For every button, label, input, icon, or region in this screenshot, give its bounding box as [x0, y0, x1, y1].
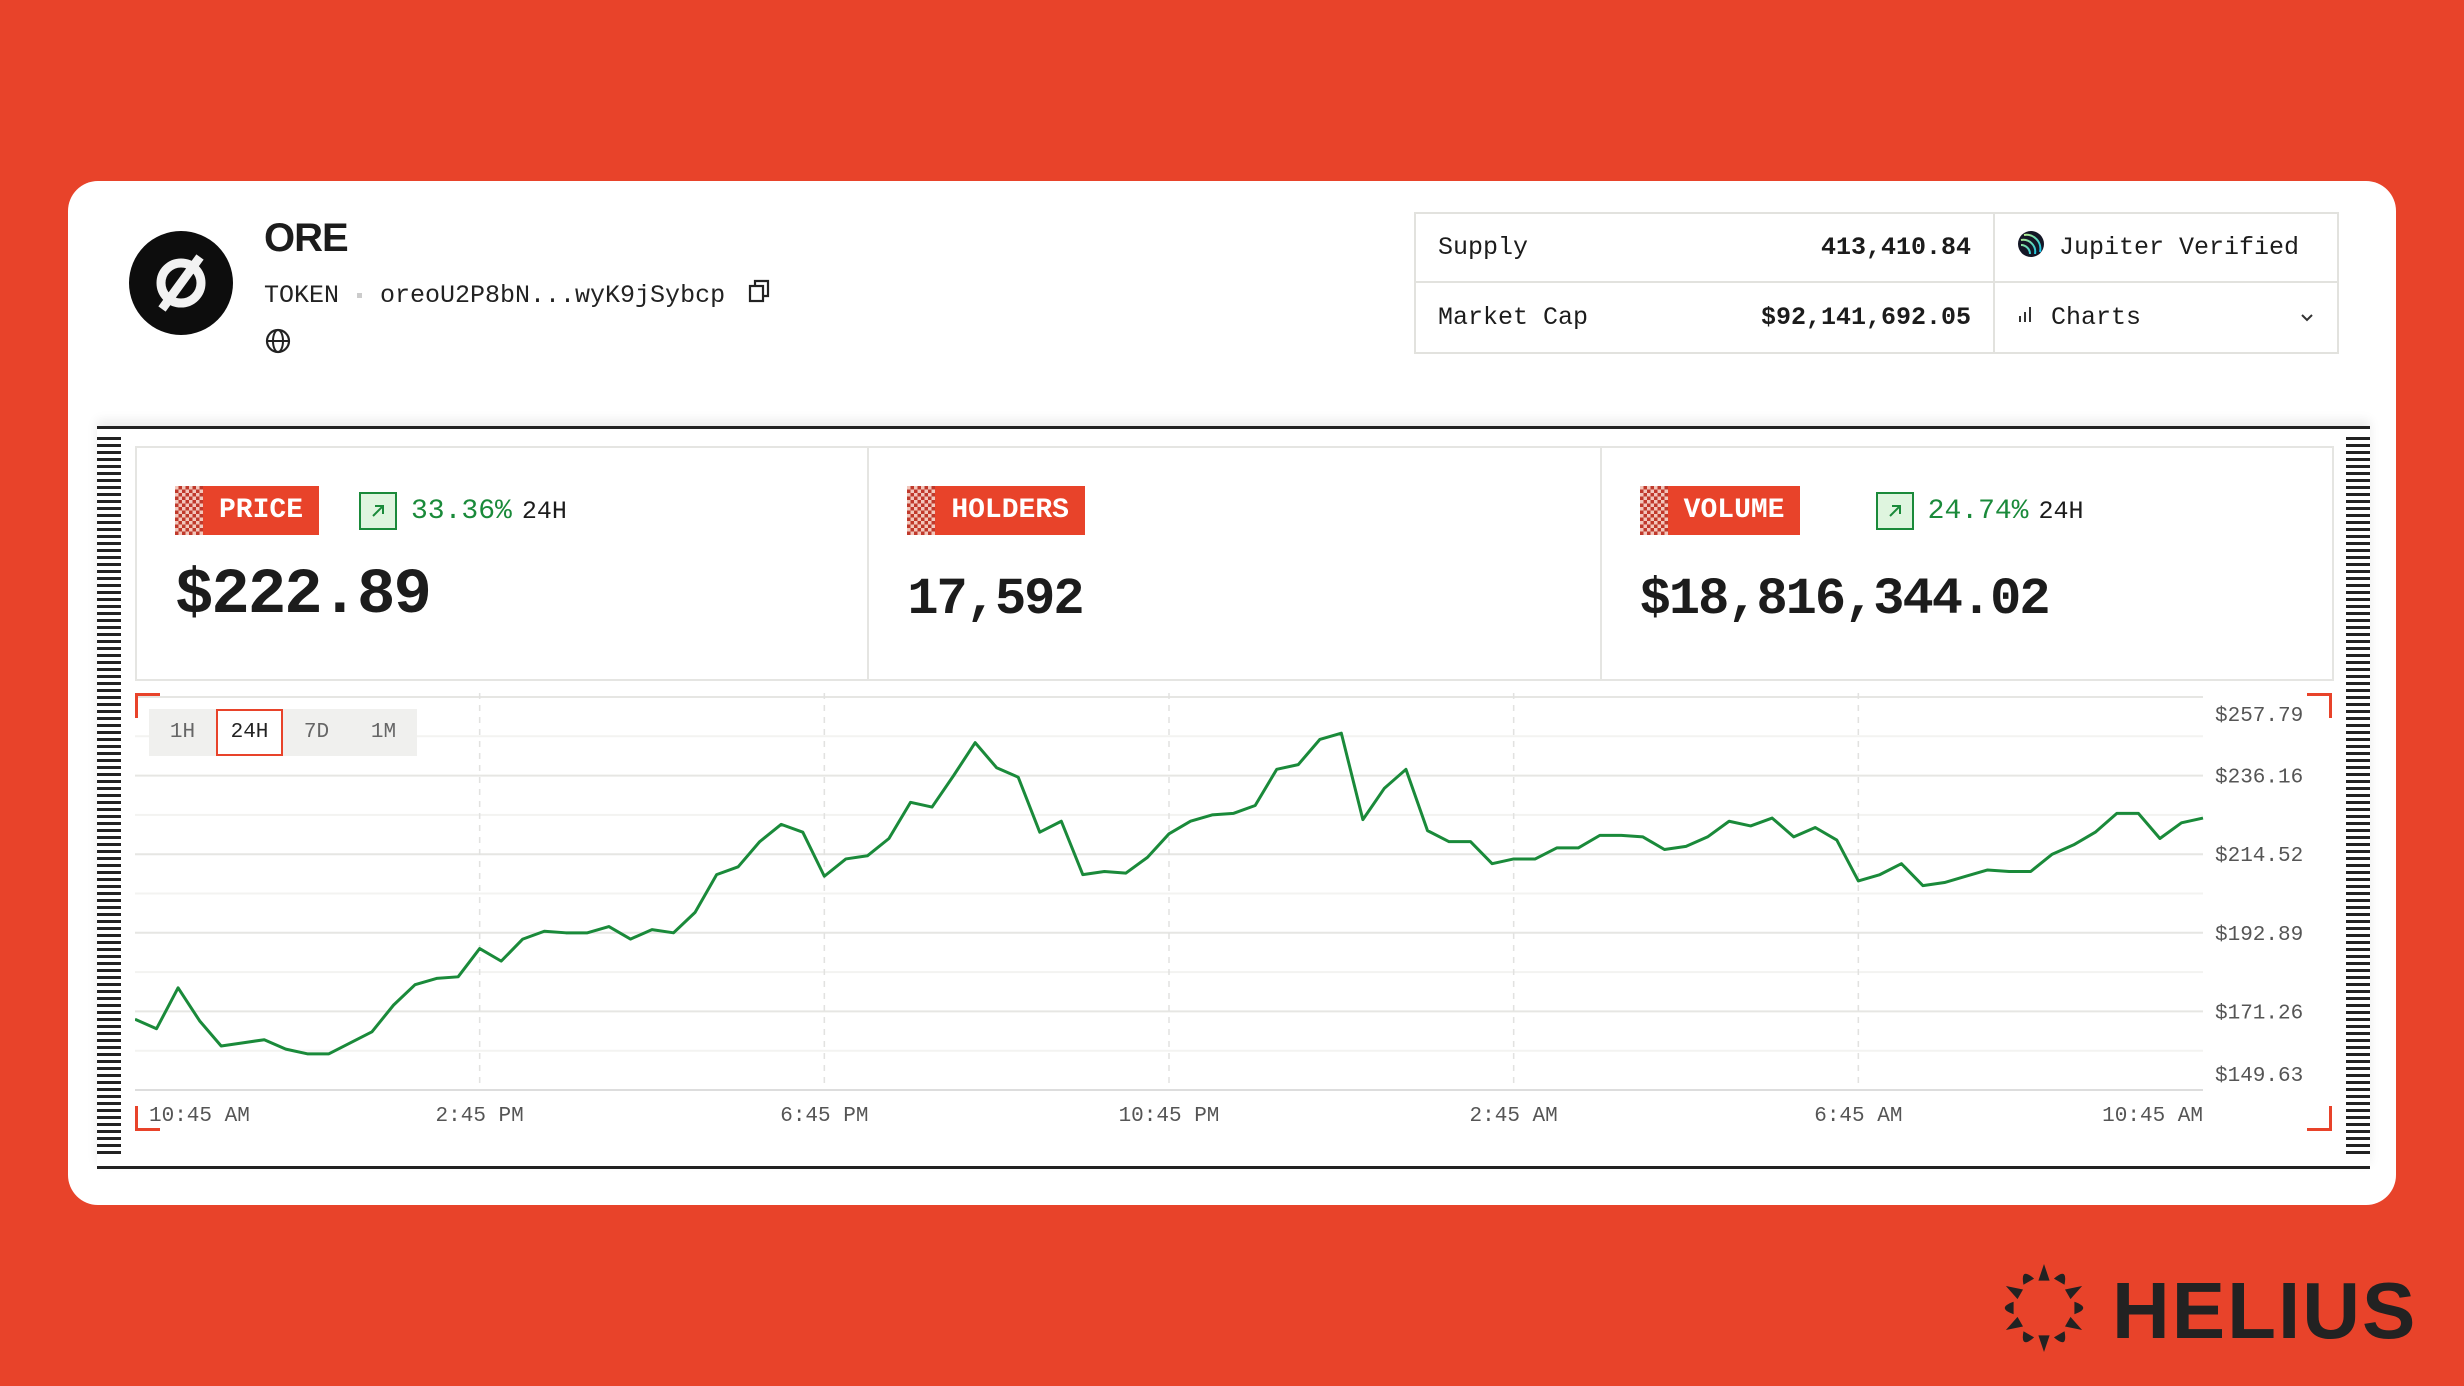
sun-ray [2038, 1264, 2050, 1281]
x-tick-label: 10:45 AM [2102, 1105, 2203, 1128]
arrow-up-right-icon [1875, 492, 1914, 530]
checker-pattern [907, 486, 936, 535]
checker-pattern [1639, 486, 1668, 535]
price-change-percent: 33.36% [411, 495, 512, 527]
chevron-down-icon [2299, 303, 2315, 332]
x-tick-label: 2:45 AM [1470, 1105, 1558, 1128]
price-badge: PRICE [175, 486, 320, 535]
price-label: PRICE [203, 486, 320, 535]
token-info-table: Supply 413,410.84 Jupiter Verified Marke… [1414, 212, 2339, 354]
token-name: ORE [264, 216, 349, 260]
volume-value: $18,816,344.02 [1639, 570, 2051, 629]
price-value: $222.89 [175, 560, 432, 632]
hatch-border-right [2346, 437, 2370, 1158]
timeframe-7d[interactable]: 7D [303, 721, 330, 744]
copy-icon[interactable] [747, 278, 773, 312]
helius-sun-icon [1998, 1262, 2090, 1359]
x-tick-label: 10:45 AM [149, 1105, 250, 1128]
holders-value: 17,592 [907, 570, 1084, 629]
token-address[interactable]: oreoU2P8bN...wyK9jSybcp [380, 280, 726, 310]
ore-logo-icon [129, 231, 233, 335]
volume-label: VOLUME [1667, 486, 1801, 535]
timeframe-selector: 1H 24H 7D 1M [149, 709, 417, 756]
timeframe-1h[interactable]: 1H [169, 721, 196, 744]
corner-bracket [135, 693, 160, 718]
sun-ray [2005, 1286, 2023, 1300]
sun-ray [2038, 1335, 2050, 1352]
charts-dropdown[interactable]: Charts [1995, 283, 2337, 352]
stats-panel: PRICE 33.36% 24H $222.89 HOLDERS 17,592 … [135, 446, 2334, 681]
x-tick-label: 2:45 PM [436, 1105, 524, 1128]
token-meta: TOKEN oreoU2P8bN...wyK9jSybcp [264, 278, 773, 312]
price-change: 33.36% 24H [359, 492, 567, 530]
sun-ray [2065, 1316, 2083, 1330]
y-tick-label: $236.16 [2215, 767, 2303, 790]
x-tick-label: 10:45 PM [1119, 1105, 1220, 1128]
supply-value: 413,410.84 [1820, 233, 1971, 262]
helius-wordmark: HELIUS [2112, 1265, 2418, 1355]
globe-icon[interactable] [264, 327, 292, 360]
timeframe-1m[interactable]: 1M [370, 721, 397, 744]
charts-label: Charts [2051, 303, 2142, 332]
volume-change-period: 24H [2038, 496, 2084, 526]
y-tick-label: $192.89 [2215, 924, 2303, 947]
jupiter-verified: Jupiter Verified [1995, 214, 2337, 283]
corner-bracket [2307, 1106, 2332, 1131]
hatch-border-left [97, 437, 121, 1158]
stat-holders: HOLDERS 17,592 [869, 448, 1602, 679]
x-tick-label: 6:45 PM [780, 1105, 868, 1128]
arrow-up-right-icon [359, 492, 397, 530]
corner-bracket [135, 1106, 160, 1131]
checker-pattern [175, 486, 203, 535]
sun-ray [2074, 1301, 2084, 1315]
volume-change: 24.74% 24H [1875, 492, 2084, 530]
sun-ray [2065, 1286, 2083, 1300]
stat-volume: VOLUME 24.74% 24H $18,816,344.02 [1602, 448, 2332, 679]
sun-ray [2004, 1301, 2014, 1315]
token-type: TOKEN [264, 280, 340, 310]
timeframe-24h[interactable]: 24H [216, 709, 283, 756]
stat-price: PRICE 33.36% 24H $222.89 [137, 448, 870, 679]
price-chart: 10:45 AM 2:45 PM 6:45 PM 10:45 PM 2:45 AM 6:4… [134, 693, 2332, 1131]
market-cap-value: $92,141,692.05 [1760, 303, 1971, 332]
jupiter-icon [2017, 230, 2045, 266]
x-tick-label: 6:45 AM [1814, 1105, 1902, 1128]
sun-ray [2053, 1273, 2066, 1285]
holders-label: HOLDERS [935, 486, 1085, 535]
corner-bracket [2307, 693, 2332, 718]
jupiter-verified-label: Jupiter Verified [2059, 233, 2300, 262]
token-card [68, 181, 2396, 1205]
supply-row: Supply 413,410.84 [1416, 214, 1995, 283]
y-tick-label: $257.79 [2215, 705, 2303, 728]
market-section: PRICE 33.36% 24H $222.89 HOLDERS 17,592 … [97, 426, 2370, 1169]
separator [357, 292, 363, 298]
y-tick-label: $171.26 [2215, 1002, 2303, 1025]
y-tick-label: $214.52 [2215, 845, 2303, 868]
market-cap-row: Market Cap $92,141,692.05 [1416, 283, 1995, 352]
sun-ray [2022, 1273, 2035, 1285]
y-tick-label: $149.63 [2215, 1065, 2303, 1088]
sun-ray [2005, 1316, 2023, 1330]
market-cap-label: Market Cap [1438, 303, 1589, 332]
price-change-period: 24H [521, 496, 567, 526]
volume-badge: VOLUME [1639, 486, 1801, 535]
holders-badge: HOLDERS [907, 486, 1085, 535]
bar-chart-icon [2017, 303, 2035, 332]
volume-change-percent: 24.74% [1927, 495, 2029, 527]
helius-logo: HELIUS [1998, 1262, 2417, 1359]
sun-ray [2053, 1331, 2066, 1343]
sun-ray [2022, 1331, 2035, 1343]
supply-label: Supply [1438, 233, 1529, 262]
price-chart-svg: 10:45 AM 2:45 PM 6:45 PM 10:45 PM 2:45 AM 6:4… [134, 693, 2303, 1128]
